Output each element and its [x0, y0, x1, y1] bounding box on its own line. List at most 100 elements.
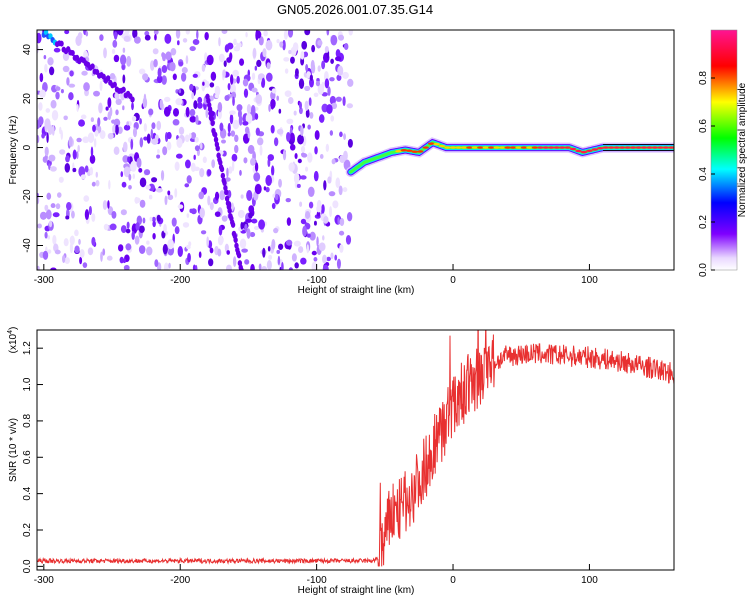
noise-speckle [168, 262, 171, 269]
noise-speckle [47, 57, 54, 66]
noise-speckle [122, 47, 126, 53]
noise-streak-blob [213, 136, 219, 143]
noise-streak-blob [130, 96, 135, 103]
noise-speckle [68, 92, 74, 101]
noise-speckle [42, 156, 48, 163]
colorbar-gradient [710, 29, 738, 271]
noise-speckle [206, 236, 210, 248]
noise-speckle [300, 125, 304, 136]
noise-speckle [267, 245, 271, 252]
noise-speckle [93, 138, 97, 148]
noise-speckle [45, 108, 51, 113]
noise-streak-blob [224, 195, 230, 202]
noise-speckle [66, 77, 70, 86]
noise-speckle [329, 130, 334, 136]
noise-speckle [249, 232, 256, 238]
spectrogram-x-tick-label: -300 [34, 275, 54, 286]
noise-speckle [199, 142, 203, 150]
noise-speckle [117, 30, 124, 36]
noise-speckle [130, 160, 137, 172]
noise-speckle [317, 40, 323, 46]
noise-speckle [138, 225, 145, 234]
noise-speckle [300, 152, 306, 157]
noise-speckle [193, 100, 198, 110]
noise-speckle [48, 220, 53, 228]
colorbar-label: Normalized spectral amplitude [737, 82, 748, 217]
noise-speckle [294, 68, 299, 77]
noise-speckle [163, 106, 171, 117]
noise-speckle [306, 244, 310, 254]
noise-speckle [163, 262, 169, 270]
noise-speckle [262, 247, 266, 258]
noise-speckle [107, 111, 112, 121]
noise-speckle [83, 82, 90, 92]
noise-speckle [207, 169, 212, 177]
noise-speckle [53, 47, 61, 53]
noise-speckle [321, 92, 328, 97]
noise-speckle [226, 250, 231, 255]
noise-speckle [258, 219, 266, 230]
noise-speckle [197, 96, 203, 104]
noise-speckle [98, 102, 103, 114]
noise-speckle [300, 51, 305, 60]
ridge-core [646, 146, 653, 149]
colorbar-tick-label: 0.6 [698, 119, 709, 133]
noise-speckle [314, 146, 318, 155]
noise-speckle [319, 154, 324, 159]
noise-speckle [64, 30, 70, 35]
noise-speckle [89, 154, 96, 164]
noise-speckle [189, 83, 194, 91]
noise-speckle [87, 132, 95, 144]
noise-speckle [48, 154, 56, 162]
noise-speckle [190, 132, 197, 140]
noise-speckle [211, 159, 216, 169]
spectrogram-y-label: Frequency (Hz) [8, 116, 19, 185]
noise-speckle [342, 71, 349, 79]
noise-speckle [268, 103, 271, 112]
noise-speckle [156, 120, 162, 131]
noise-streak-blob [224, 189, 229, 196]
noise-speckle [304, 211, 311, 219]
snr-x-tick-label: -300 [34, 575, 54, 586]
noise-speckle [343, 133, 346, 141]
noise-speckle [342, 187, 348, 193]
noise-speckle [58, 176, 64, 183]
noise-speckle [268, 254, 273, 260]
noise-speckle [82, 136, 90, 144]
noise-speckle [46, 192, 52, 200]
noise-speckle [111, 119, 116, 124]
noise-speckle [156, 75, 163, 84]
noise-speckle [37, 134, 40, 144]
noise-speckle [52, 234, 57, 245]
noise-speckle [167, 194, 174, 201]
noise-speckle [72, 167, 77, 173]
snr-multiplier-base: (x10 [8, 333, 19, 353]
noise-speckle [335, 177, 341, 189]
noise-speckle [210, 71, 217, 81]
noise-speckle [232, 256, 237, 267]
noise-speckle [178, 126, 185, 135]
noise-speckle [240, 194, 244, 199]
noise-speckle [197, 102, 203, 109]
snr-multiplier-exp: 4 [7, 330, 14, 334]
noise-speckle [308, 201, 314, 209]
noise-speckle [148, 108, 154, 116]
noise-speckle [192, 39, 200, 46]
noise-speckle [209, 202, 214, 211]
noise-speckle [102, 248, 106, 256]
noise-speckle [290, 56, 295, 64]
noise-speckle [323, 216, 329, 224]
spectrogram-y-axis: -40 -20 0 20 40 [22, 44, 43, 253]
noise-speckle [115, 98, 122, 106]
noise-speckle [90, 146, 94, 157]
noise-speckle [346, 103, 354, 109]
ridge-core [537, 146, 544, 149]
noise-speckle [112, 124, 116, 134]
noise-speckle [109, 223, 117, 231]
noise-speckle [314, 130, 320, 140]
noise-speckle [241, 248, 248, 253]
noise-speckle [270, 124, 275, 134]
noise-speckle [172, 119, 180, 126]
noise-speckle [176, 137, 183, 149]
